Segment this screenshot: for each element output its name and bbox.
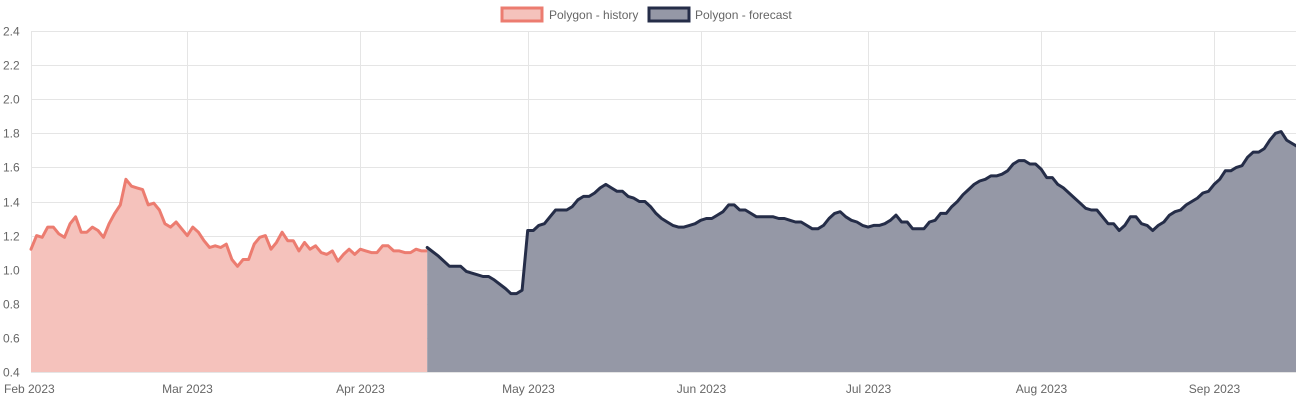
x-tick-label: Feb 2023 — [4, 382, 55, 396]
y-tick-label: 0.6 — [3, 332, 20, 346]
legend-label: Polygon - forecast — [695, 8, 792, 22]
legend: Polygon - history Polygon - forecast — [500, 6, 792, 23]
y-tick-label: 2.2 — [3, 59, 20, 73]
legend-item[interactable]: Polygon - forecast — [647, 6, 792, 23]
x-tick-label: Apr 2023 — [336, 382, 385, 396]
y-tick-label: 1.6 — [3, 161, 20, 175]
axes: 0.4 0.6 0.8 1.0 1.2 1.4 1.6 1.8 2.0 2.2 2.4 Feb 202… — [3, 25, 1241, 397]
series-layer — [29, 130, 1296, 372]
y-tick-label: 1.4 — [3, 196, 20, 210]
legend-swatch — [500, 6, 544, 23]
x-tick-label: Jun 2023 — [677, 382, 727, 396]
x-tick-label: Sep 2023 — [1189, 382, 1241, 396]
legend-label: Polygon - history — [549, 8, 638, 22]
y-tick-label: 0.4 — [3, 366, 20, 380]
series-forecast — [425, 130, 1296, 372]
series-area — [31, 179, 428, 372]
y-tick-label: 2.0 — [3, 93, 20, 107]
series-area — [427, 131, 1296, 372]
x-tick-label: Aug 2023 — [1016, 382, 1068, 396]
legend-item[interactable]: Polygon - history — [500, 6, 638, 23]
y-tick-label: 0.8 — [3, 298, 20, 312]
x-tick-label: Jul 2023 — [846, 382, 892, 396]
series-line — [29, 177, 429, 268]
legend-swatch — [647, 6, 691, 23]
x-tick-label: Mar 2023 — [162, 382, 213, 396]
series-line — [425, 130, 1296, 296]
x-tick-label: May 2023 — [502, 382, 555, 396]
y-tick-label: 1.8 — [3, 127, 20, 141]
series-history — [29, 177, 429, 372]
y-tick-label: 1.0 — [3, 264, 20, 278]
y-tick-label: 2.4 — [3, 25, 20, 39]
y-tick-label: 1.2 — [3, 230, 20, 244]
